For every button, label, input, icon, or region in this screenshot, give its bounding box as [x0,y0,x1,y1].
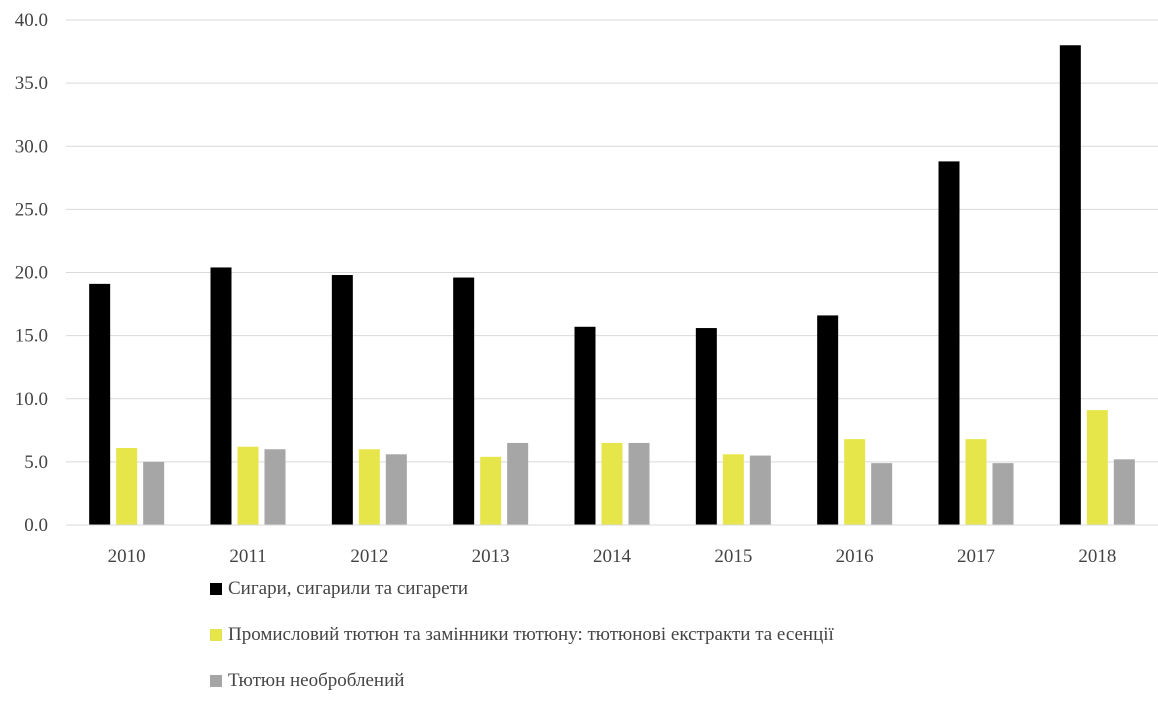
bar-industrial-tobacco-2014 [601,442,623,525]
bar-cigars-2016 [817,315,839,525]
x-tick-label: 2013 [472,546,510,567]
legend-label-industrial-tobacco: Промисловий тютюн та замінники тютюну: т… [228,624,834,645]
legend-item-raw-tobacco: Тютюн необроблений [210,670,834,692]
bar-industrial-tobacco-2012 [358,449,380,525]
bar-raw-tobacco-2015 [749,455,771,525]
bar-industrial-tobacco-2016 [844,439,866,525]
y-tick-label: 40.0 [15,10,48,31]
y-tick-label: 25.0 [15,199,48,220]
y-tick-label: 30.0 [15,136,48,157]
bar-cigars-2017 [938,161,960,525]
bar-raw-tobacco-2016 [871,463,893,525]
bar-chart: 0.05.010.015.020.025.030.035.040.0 2010 2… [15,10,1158,567]
y-tick-label: 0.0 [24,515,48,536]
bar-raw-tobacco-2014 [628,442,650,525]
bar-industrial-tobacco-2013 [480,456,502,525]
x-tick-label: 2010 [108,546,146,567]
x-tick-label: 2012 [350,546,388,567]
x-tick-label: 2016 [836,546,874,567]
bar-industrial-tobacco-2017 [965,439,987,525]
legend-label-cigars: Сигари, сигарили та сигарети [228,578,469,599]
y-tick-label: 15.0 [15,326,48,347]
gridlines [66,19,1158,463]
bar-cigars-2012 [331,275,353,525]
y-tick-label: 35.0 [15,73,48,94]
bar-raw-tobacco-2012 [385,454,407,525]
bar-raw-tobacco-2013 [507,442,529,525]
legend-swatch-cigars [210,583,222,595]
legend-label-raw-tobacco: Тютюн необроблений [228,670,405,691]
bar-raw-tobacco-2011 [264,449,286,525]
legend: Сигари, сигарили та сигарети Промисловий… [210,578,834,716]
bar-raw-tobacco-2010 [143,461,165,525]
x-tick-label: 2018 [1078,546,1116,567]
bar-industrial-tobacco-2015 [722,454,744,525]
y-axis-ticks: 0.0 5.0 10.0 15.0 20.0 25.0 30.0 35.0 40.0 [15,10,48,536]
x-tick-label: 2011 [229,546,266,567]
y-tick-label: 5.0 [24,452,48,473]
bar-raw-tobacco-2017 [992,463,1014,525]
bar-cigars-2013 [453,277,475,525]
legend-swatch-industrial-tobacco [210,629,222,641]
x-tick-label: 2017 [957,546,995,567]
bar-industrial-tobacco-2011 [237,446,259,525]
bar-cigars-2014 [574,326,596,525]
bar-cigars-2011 [210,267,232,525]
bar-industrial-tobacco-2018 [1086,410,1108,525]
legend-item-industrial-tobacco: Промисловий тютюн та замінники тютюну: т… [210,624,834,646]
bars [89,45,1135,525]
bar-industrial-tobacco-2010 [116,447,138,525]
bar-cigars-2015 [695,328,717,525]
bar-raw-tobacco-2018 [1113,459,1135,525]
y-tick-label: 10.0 [15,389,48,410]
legend-swatch-raw-tobacco [210,675,222,687]
x-tick-label: 2015 [714,546,752,567]
bar-cigars-2010 [89,283,111,525]
bar-cigars-2018 [1059,45,1081,525]
y-tick-label: 20.0 [15,263,48,284]
x-tick-label: 2014 [593,546,632,567]
x-axis-ticks: 2010 2011 2012 2013 2014 2015 2016 2017 2018 [108,546,1117,567]
legend-item-cigars: Сигари, сигарили та сигарети [210,578,834,600]
